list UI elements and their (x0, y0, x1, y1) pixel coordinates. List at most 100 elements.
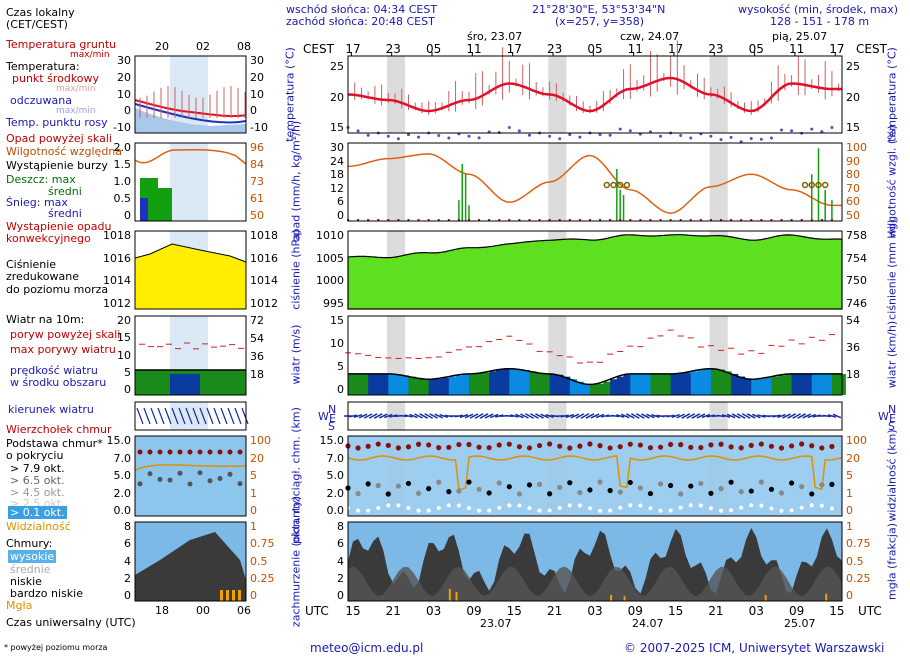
humidity-tick-right-4: 60 (846, 195, 860, 209)
wind-arrow (590, 413, 600, 419)
wind-arrow (681, 413, 691, 419)
legend-wind-arrow (227, 407, 235, 425)
wind-fill (482, 372, 490, 395)
cloud-top-dot (617, 444, 623, 450)
legend-visibility: Widzialność (6, 520, 71, 533)
cloud-low-dot (628, 503, 633, 508)
wind-arrow (469, 413, 479, 419)
hour-top-12: 17 (829, 42, 845, 56)
legend-dew-area (135, 108, 246, 133)
legend-panel-border-dir (134, 401, 247, 431)
legend-wind-arrow (220, 407, 228, 425)
wind-arrow (651, 414, 660, 418)
cloud-low-dot (719, 508, 724, 513)
pressure-tick-left-3: 995 (323, 297, 344, 310)
cloud-base-dot (587, 487, 593, 493)
legend-pressure-tick-right-1: 1016 (250, 251, 278, 265)
dew-point-dot (810, 127, 814, 131)
night-band-temp-2 (709, 56, 728, 133)
legend-cloud-top-dot (177, 449, 183, 455)
wind-arrow (616, 414, 625, 418)
legend-fog-tick-right-3: 0.25 (250, 571, 275, 585)
legend-temp-tick-left-4: -10 (113, 121, 131, 134)
wind-arrow (585, 413, 595, 419)
convective-marker (407, 219, 410, 221)
wind-arrow (389, 414, 398, 418)
pressure-area (347, 234, 843, 310)
legend-humidity-tick-right-1: 84 (250, 158, 264, 171)
legend-cloud-cover-tick-left-1: 6 (124, 537, 131, 551)
legend-temp-tick-right-2: 10 (250, 87, 264, 101)
dew-point-dot (396, 137, 400, 141)
wind-fill (784, 374, 793, 395)
legend-wind-tick-left-4: 0 (124, 383, 131, 396)
footer-email[interactable]: meteo@icm.edu.pl (310, 641, 424, 655)
cloud-low-dot (789, 508, 794, 513)
legend-cloud-bg (135, 436, 246, 516)
legend-wind-fill-2 (170, 374, 200, 395)
compass-w-right: W (878, 410, 889, 423)
legend-wind-dir: kierunek wiatru (8, 403, 94, 416)
cloud-top-dot (647, 445, 654, 451)
storm-marker-4 (801, 181, 809, 189)
night-band-temp-0 (386, 56, 406, 133)
legend-felt: odczuwana (10, 94, 72, 107)
panel-border-cc (347, 521, 843, 602)
wind-arrow (736, 413, 746, 419)
hour-top-8: 17 (667, 42, 684, 56)
cloud-base-dot (557, 484, 563, 490)
cloud-base-bg (348, 436, 842, 516)
wind-fill (368, 373, 376, 395)
wind-arrow (595, 413, 605, 419)
temp-tick-left-0: 25 (330, 60, 344, 73)
wind-arrow (454, 414, 464, 418)
cloud-top-dot (607, 445, 613, 451)
wind-arrow (676, 413, 686, 419)
compass-e-right: E (889, 412, 896, 425)
wind-fill (717, 369, 725, 395)
wind-fill (764, 377, 772, 395)
panel-border-temp (347, 55, 843, 134)
humidity-line (347, 153, 842, 214)
convective-marker (397, 219, 400, 221)
wind-arrow (419, 413, 428, 419)
wind-fill (542, 373, 551, 395)
cest-right: CEST (856, 42, 887, 56)
cloud-base-dot (668, 482, 674, 489)
cloud-base-dot (415, 490, 422, 496)
cloud-cover-tick-left-3: 2 (337, 571, 344, 585)
dew-point-dot (659, 134, 663, 138)
cloud-low-dot (658, 508, 663, 513)
cloud-base-dot (426, 486, 432, 492)
legend-hour-1: 20 (155, 40, 169, 53)
cloud-low-dot (688, 503, 693, 508)
cloud-base-dot (647, 490, 654, 497)
legend-storm: Wystąpienie burzy (6, 159, 108, 172)
legend-cloud-base-sub: o pokryciu (6, 449, 64, 462)
wind-fill (462, 374, 470, 395)
wind-fill (468, 373, 477, 395)
legend-panel-border-temp (134, 55, 247, 134)
day-2: czw, 24.07 (620, 30, 680, 43)
cloud-low-dot (608, 508, 613, 513)
cloud-top-dot (415, 441, 422, 447)
wind-arrow (625, 413, 635, 419)
hour-bottom-5: 21 (546, 604, 563, 618)
wind-arrow (696, 413, 706, 419)
legend-cloud-base-dot (187, 481, 193, 487)
cloud-low-dot (799, 505, 804, 510)
temperature-line (347, 76, 842, 113)
hour-top-6: 05 (587, 42, 603, 56)
wind-arrow (434, 413, 444, 419)
wind-tick-left-3: 0 (337, 383, 344, 396)
legend-utc-time: Czas uniwersalny (UTC) (6, 616, 136, 629)
legend-cloud-base-dot (157, 476, 163, 482)
compass-s-left: S (328, 420, 335, 433)
cloud-top-dot (688, 444, 694, 450)
wind-arrow (630, 413, 640, 419)
wind-arrow (716, 414, 726, 418)
convective-marker (820, 219, 823, 221)
legend-max-gusts: max porywy wiatru (10, 343, 116, 356)
dew-point-dot (830, 126, 834, 129)
wind-arrow (515, 413, 524, 419)
